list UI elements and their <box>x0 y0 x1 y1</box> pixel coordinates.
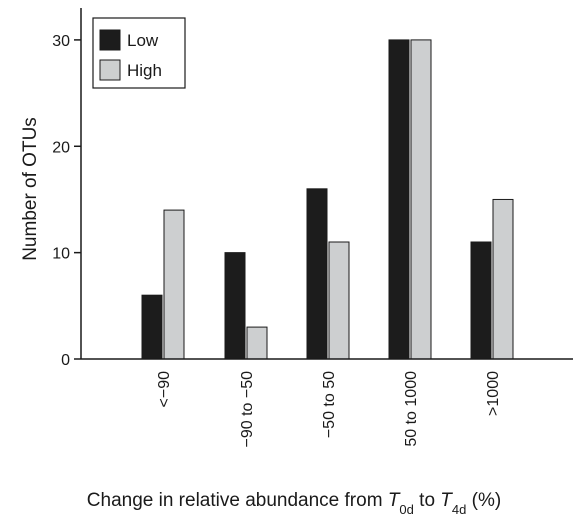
bar-low <box>388 39 410 360</box>
plot-area <box>141 39 514 360</box>
y-tick-label: 20 <box>52 139 70 156</box>
x-tick-label: >1000 <box>485 371 502 416</box>
y-tick-label: 0 <box>61 352 70 369</box>
bar-low <box>470 241 492 360</box>
x-tick-label: −90 to −50 <box>239 371 256 448</box>
bar-low <box>306 188 328 360</box>
bar-low <box>224 252 246 360</box>
x-tick-label: 50 to 1000 <box>403 371 420 447</box>
x-tick-label: −50 to 50 <box>321 371 338 438</box>
y-tick-label: 10 <box>52 246 70 263</box>
y-axis-title: Number of OTUs <box>20 117 41 261</box>
y-tick-label: 30 <box>52 33 70 50</box>
bar-high <box>328 241 350 360</box>
bar-high <box>492 198 514 360</box>
legend-label-low: Low <box>127 31 159 50</box>
legend-label-high: High <box>127 61 162 80</box>
bar-low <box>141 294 163 360</box>
legend: Low High <box>92 17 186 89</box>
bar-high <box>410 39 432 360</box>
x-tick-label: <−90 <box>156 371 173 408</box>
legend-swatch-low <box>99 29 121 51</box>
bar-high <box>163 209 185 360</box>
bar-high <box>246 326 268 360</box>
x-axis-title: Change in relative abundance from T0d to… <box>87 490 501 517</box>
legend-swatch-high <box>99 59 121 81</box>
x-axis: <−90 −90 to −50 −50 to 50 50 to 1000 >1000 <box>81 358 573 448</box>
y-axis: 0 10 20 30 <box>52 8 82 369</box>
